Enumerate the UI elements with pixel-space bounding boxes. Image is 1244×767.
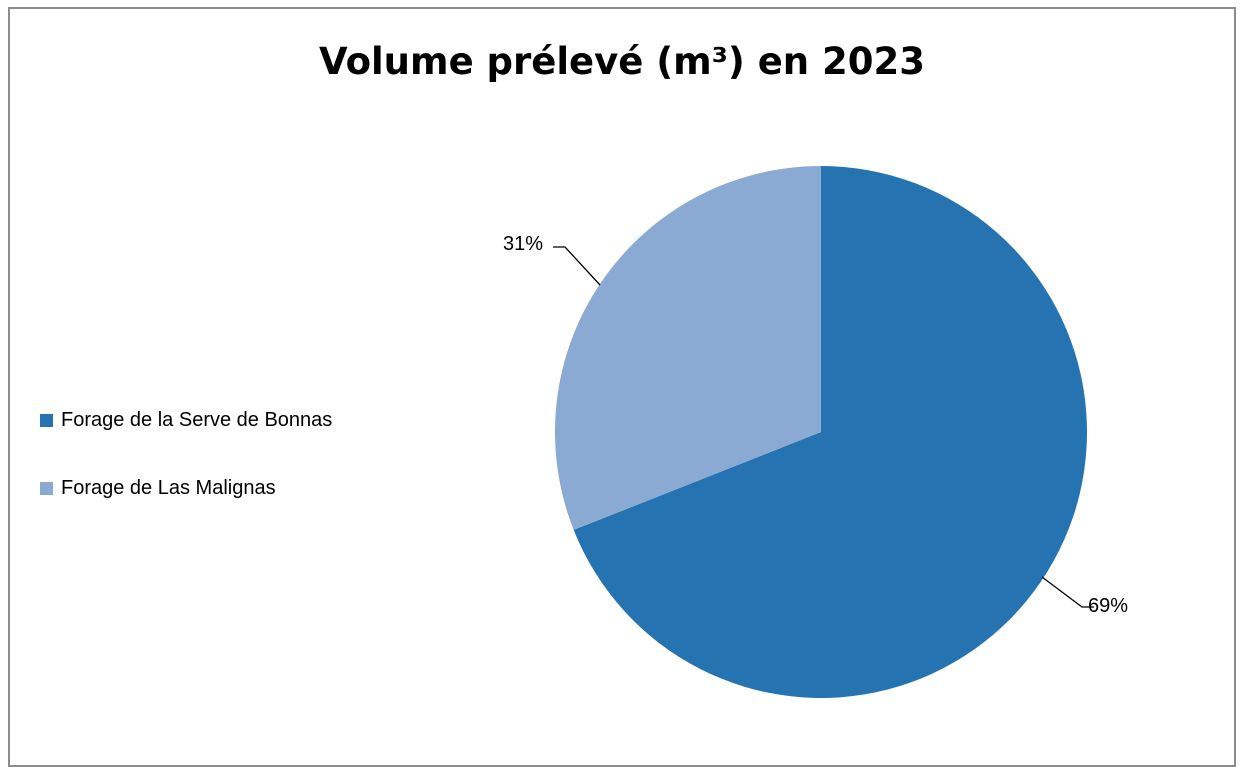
legend-swatch-serve-de-bonnas	[40, 413, 53, 427]
leader-line-serve-de-bonnas	[1041, 576, 1094, 608]
chart-title: Volume prélevé (m³) en 2023	[318, 40, 926, 83]
legend: Forage de la Serve de Bonnas Forage de L…	[40, 405, 332, 541]
pie-slice-serve-de-bonnas	[573, 166, 1088, 698]
data-label-serve-de-bonnas: 69%	[1088, 595, 1128, 617]
data-label-las-malignas: 31%	[503, 233, 543, 255]
legend-label-serve-de-bonnas: Forage de la Serve de Bonnas	[61, 408, 333, 431]
legend-item-las-malignas: Forage de Las Malignas	[40, 473, 332, 503]
leader-line-las-malignas	[553, 246, 601, 286]
legend-label-las-malignas: Forage de Las Malignas	[61, 476, 276, 499]
legend-item-serve-de-bonnas: Forage de la Serve de Bonnas	[40, 405, 332, 435]
legend-swatch-las-malignas	[40, 481, 53, 495]
pie-slice-las-malignas	[555, 166, 821, 530]
